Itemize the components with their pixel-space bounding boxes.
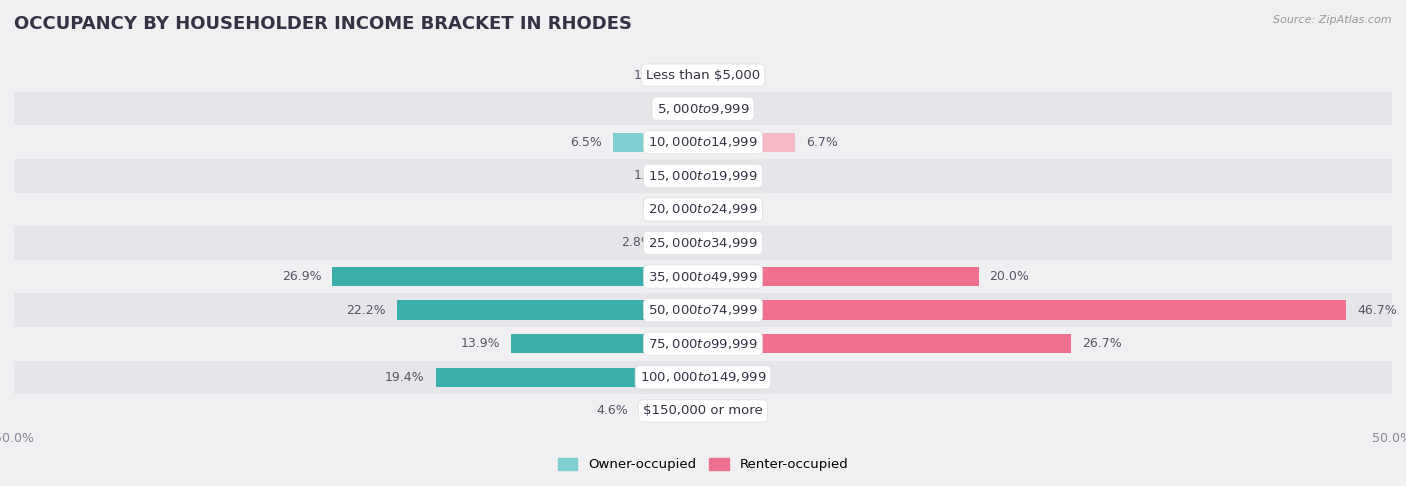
Text: 0.0%: 0.0% [714,203,747,216]
Text: 0.0%: 0.0% [714,169,747,182]
Text: Less than $5,000: Less than $5,000 [645,69,761,82]
Text: $20,000 to $24,999: $20,000 to $24,999 [648,203,758,216]
Text: 0.0%: 0.0% [659,102,692,115]
Text: 1.9%: 1.9% [634,169,666,182]
Text: $25,000 to $34,999: $25,000 to $34,999 [648,236,758,250]
Text: $10,000 to $14,999: $10,000 to $14,999 [648,135,758,149]
Bar [703,133,796,152]
Text: $15,000 to $19,999: $15,000 to $19,999 [648,169,758,183]
Text: 6.5%: 6.5% [571,136,602,149]
Text: 0.0%: 0.0% [714,371,747,384]
Bar [665,233,703,253]
Text: 0.0%: 0.0% [659,203,692,216]
Bar [14,260,1392,294]
Bar [14,159,1392,192]
Bar [703,267,979,286]
Text: 13.9%: 13.9% [461,337,501,350]
Text: 2.8%: 2.8% [621,237,654,249]
Text: 26.7%: 26.7% [1083,337,1122,350]
Text: $5,000 to $9,999: $5,000 to $9,999 [657,102,749,116]
Text: 46.7%: 46.7% [1358,304,1398,317]
Text: 1.9%: 1.9% [634,69,666,82]
Legend: Owner-occupied, Renter-occupied: Owner-occupied, Renter-occupied [553,452,853,476]
Text: OCCUPANCY BY HOUSEHOLDER INCOME BRACKET IN RHODES: OCCUPANCY BY HOUSEHOLDER INCOME BRACKET … [14,15,633,33]
Bar [14,92,1392,125]
Bar [14,226,1392,260]
Text: 19.4%: 19.4% [385,371,425,384]
Text: $50,000 to $74,999: $50,000 to $74,999 [648,303,758,317]
Bar [703,300,1347,320]
Bar [14,192,1392,226]
Bar [676,66,703,85]
Text: 20.0%: 20.0% [990,270,1029,283]
Text: 22.2%: 22.2% [346,304,387,317]
Bar [512,334,703,353]
Bar [332,267,703,286]
Bar [14,327,1392,361]
Text: 6.7%: 6.7% [807,136,838,149]
Text: 4.6%: 4.6% [596,404,628,417]
Text: 0.0%: 0.0% [714,404,747,417]
Text: 0.0%: 0.0% [714,102,747,115]
Text: $75,000 to $99,999: $75,000 to $99,999 [648,337,758,351]
Bar [676,166,703,186]
Bar [14,58,1392,92]
Bar [396,300,703,320]
Text: 26.9%: 26.9% [281,270,322,283]
Bar [14,125,1392,159]
Bar [613,133,703,152]
Bar [14,294,1392,327]
Text: $150,000 or more: $150,000 or more [643,404,763,417]
Bar [703,334,1071,353]
Text: $35,000 to $49,999: $35,000 to $49,999 [648,270,758,283]
Text: 0.0%: 0.0% [714,237,747,249]
Bar [14,394,1392,428]
Bar [640,401,703,420]
Text: 0.0%: 0.0% [714,69,747,82]
Bar [14,361,1392,394]
Text: $100,000 to $149,999: $100,000 to $149,999 [640,370,766,384]
Text: Source: ZipAtlas.com: Source: ZipAtlas.com [1274,15,1392,25]
Bar [436,367,703,387]
